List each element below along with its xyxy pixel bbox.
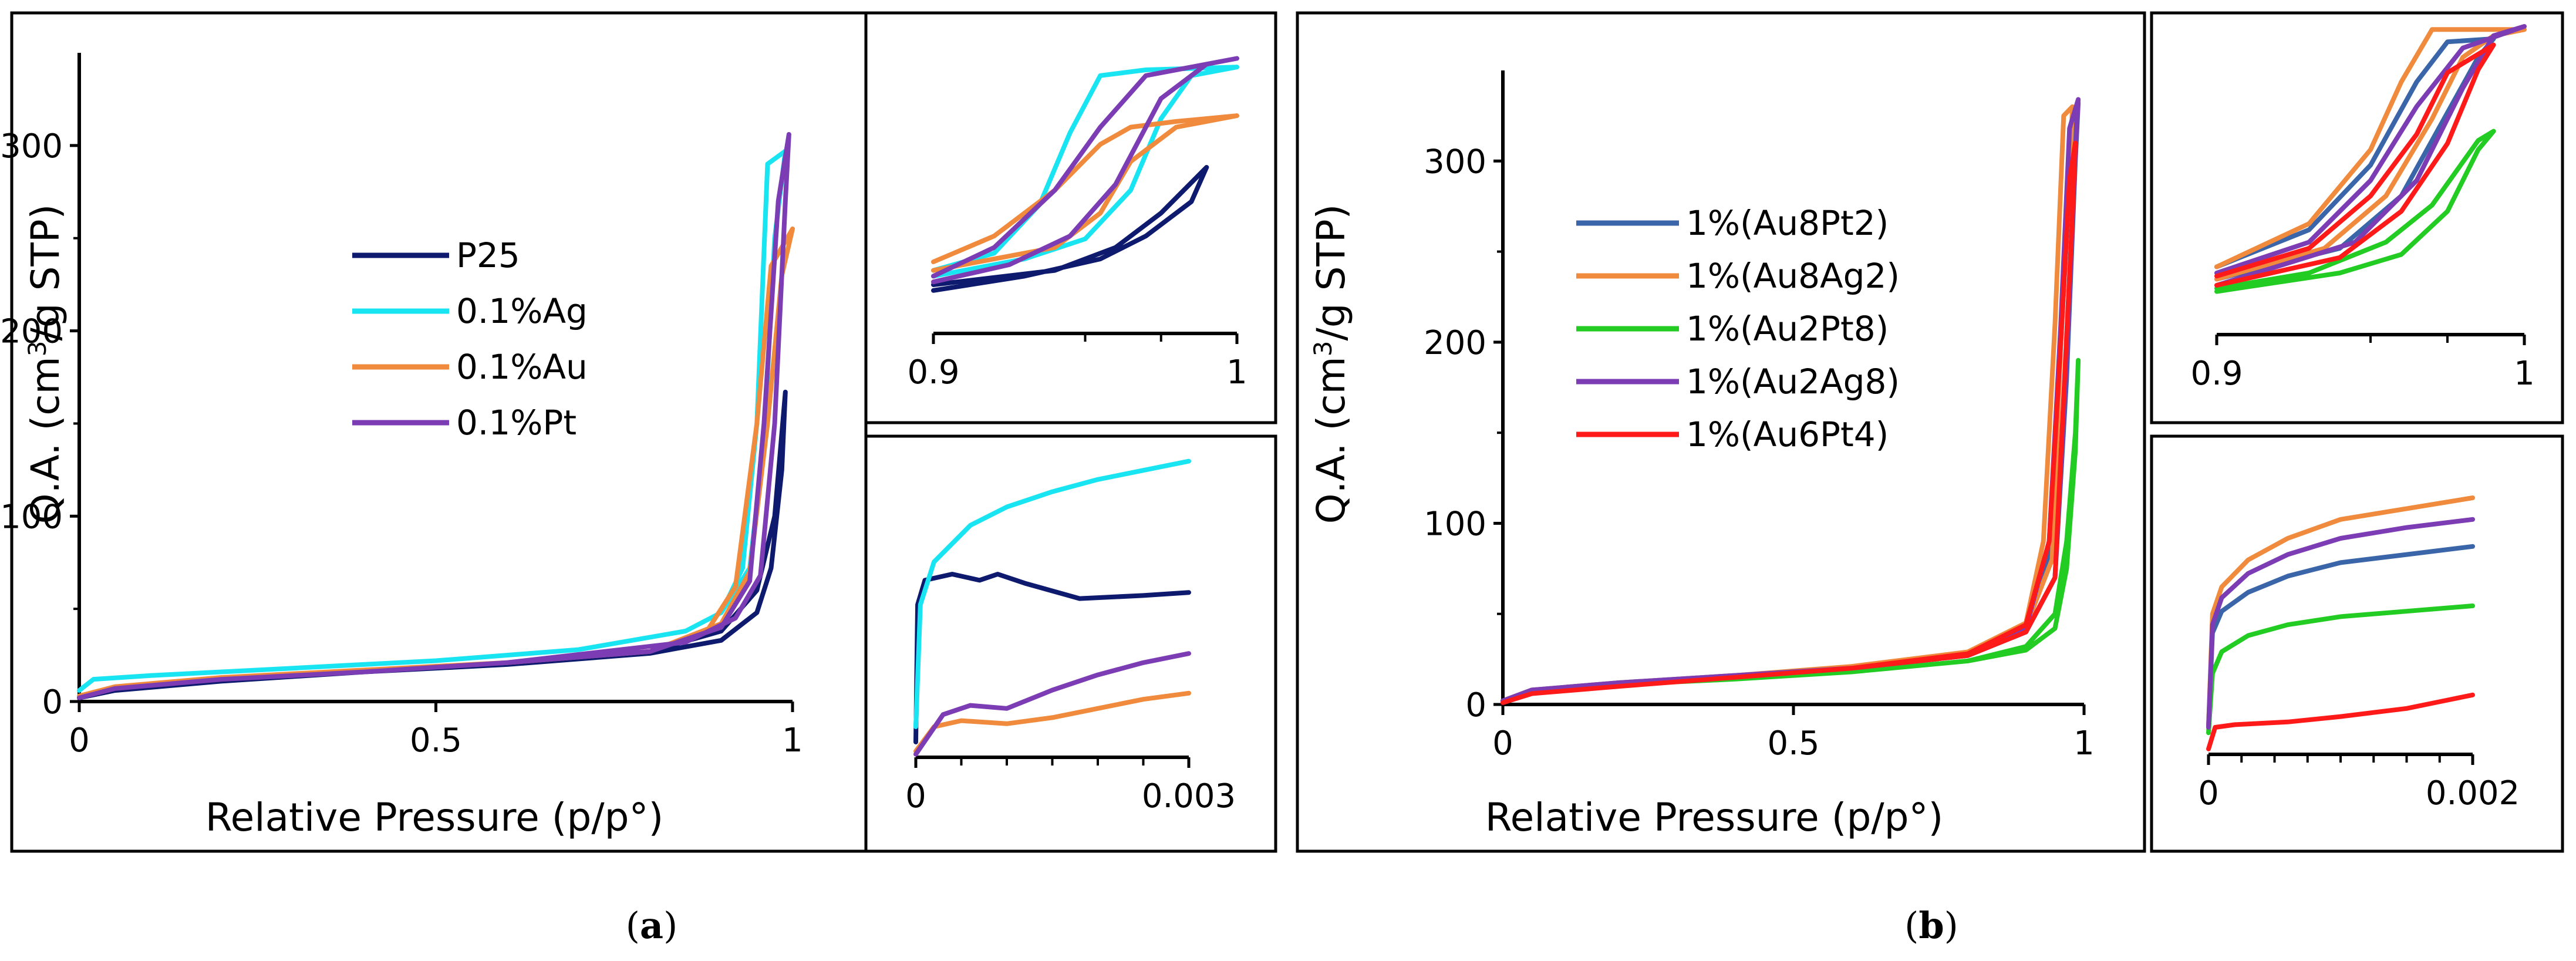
panel-b-inset-low-chart: 0 0.002	[2150, 434, 2564, 853]
main-b-ylabel-sup: 3	[1309, 340, 1337, 356]
y-tick-label: 0	[42, 683, 63, 721]
y-tick-label: 0	[1465, 686, 1486, 724]
x-tick-label: 1	[782, 721, 803, 760]
x-tick-label: 0	[1492, 724, 1513, 763]
series-line-p25	[931, 165, 1209, 293]
x-tick-label: 0.003	[1142, 777, 1236, 815]
legend-label: 0.1%Ag	[456, 291, 588, 331]
legend-label: 1%(Au6Pt4)	[1686, 414, 1889, 454]
legend-label: 1%(Au2Pt8)	[1686, 309, 1889, 349]
x-tick-label: 0	[69, 721, 90, 760]
main-b-ylabel-part-1: Q.A. (cm	[1309, 356, 1354, 524]
x-tick-label: 0.9	[2190, 355, 2243, 393]
x-tick-label: 0	[2198, 774, 2219, 812]
series-line-0-1-ag	[913, 458, 1191, 729]
x-tick-label: 0.9	[907, 353, 959, 392]
legend-label: 0.1%Au	[456, 347, 588, 387]
panel-b-inset-high-chart: 0.9 1	[2150, 11, 2564, 424]
series-line-1-au2pt8-	[1501, 358, 2081, 703]
x-tick-label: 0.5	[1767, 724, 1819, 763]
legend-label: P25	[456, 235, 520, 275]
caption-a: (a)	[626, 904, 678, 947]
series-line-1-au2ag8-	[2206, 517, 2475, 730]
series-line-1-au2pt8-	[2214, 129, 2496, 294]
series-line-1-au6pt4-	[1501, 140, 2078, 705]
caption-a-letter: a	[640, 904, 663, 947]
caption-b-letter: b	[1918, 904, 1944, 947]
series-line-1-au6pt4-	[2206, 692, 2475, 751]
series-line-1-au2ag8-	[2214, 24, 2527, 288]
series-line-1-au6pt4-	[2214, 42, 2496, 288]
y-tick-label: 300	[0, 127, 63, 166]
legend-a: P25 0.1%Ag 0.1%Au 0.1%Pt	[352, 235, 588, 443]
main-a-xlabel: Relative Pressure (p/p°)	[205, 795, 663, 840]
main-b-xlabel: Relative Pressure (p/p°)	[1485, 795, 1943, 840]
series-line-0-1-pt	[931, 56, 1239, 285]
legend-label: 1%(Au2Ag8)	[1686, 362, 1900, 402]
panel-a-inset-high-chart: 0.9 1	[864, 11, 1277, 424]
y-tick-label: 200	[1424, 324, 1486, 362]
series-line-1-au8ag2-	[2206, 495, 2475, 730]
x-tick-label: 0.5	[410, 721, 462, 760]
x-tick-label: 1	[2073, 724, 2095, 763]
y-tick-label: 100	[0, 498, 63, 536]
y-tick-label: 200	[0, 313, 63, 351]
series-line-1-au2pt8-	[2206, 603, 2475, 736]
series-line-0-1-au	[913, 690, 1191, 754]
series-line-0-1-pt	[77, 131, 791, 700]
panel-b-main-chart: 0 100 200 300 0 0.5 1 Relative Pressure (p/p°)…	[1296, 11, 2146, 853]
panel-a-inset-low-chart: 0 0.003	[864, 434, 1277, 853]
x-tick-label: 0	[905, 777, 926, 815]
x-tick-label: 1	[1226, 353, 1247, 392]
series-line-0-1-pt	[913, 651, 1191, 757]
x-tick-label: 0.002	[2426, 774, 2520, 812]
main-a-ylabel: Q.A. (cm3/g STP)	[23, 204, 68, 524]
caption-b: (b)	[1904, 904, 1958, 947]
series-line-p25	[913, 572, 1191, 744]
main-b-ylabel: Q.A. (cm3/g STP)	[1309, 204, 1354, 524]
main-a-ylabel-part-2: /g STP)	[23, 204, 68, 341]
main-a-ylabel-part-1: Q.A. (cm	[23, 356, 68, 524]
legend-label: 0.1%Pt	[456, 403, 576, 443]
legend-label: 1%(Au8Pt2)	[1686, 203, 1889, 243]
main-b-ylabel-part-2: /g STP)	[1309, 204, 1354, 341]
x-tick-label: 1	[2514, 355, 2535, 393]
main-a-ylabel-sup: 3	[23, 340, 52, 356]
y-tick-label: 100	[1424, 505, 1486, 543]
panel-a-main-chart: 0 100 200 300 0 0.5 1 Relative Pressure (p/p°)…	[0, 11, 868, 853]
y-tick-label: 300	[1424, 143, 1486, 181]
series-line-1-au8ag2-	[2214, 27, 2527, 282]
legend-label: 1%(Au8Ag2)	[1686, 256, 1900, 296]
legend-b: 1%(Au8Pt2) 1%(Au8Ag2) 1%(Au2Pt8) 1%(Au2Ag8)…	[1576, 203, 1900, 454]
